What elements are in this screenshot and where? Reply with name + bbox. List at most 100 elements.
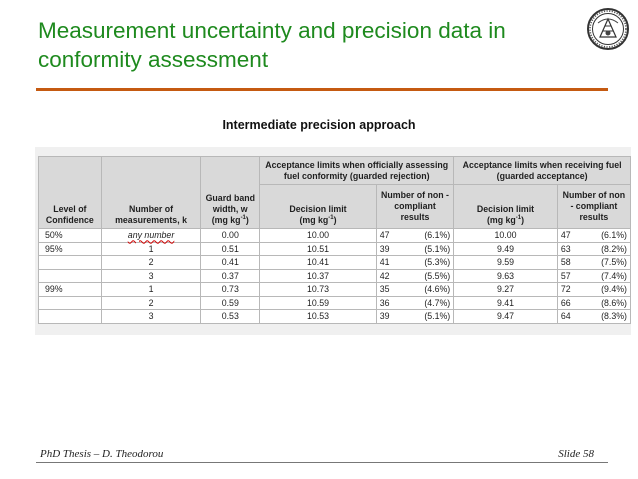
dl-rej-label: Decision limit — [289, 204, 347, 214]
cell-level — [38, 255, 102, 270]
cell-dl-rej: 10.37 — [259, 268, 377, 283]
cell-k: 1 — [100, 241, 202, 256]
dl-acc-unit: (mg kg — [486, 215, 516, 225]
cell-dl-acc: 9.47 — [453, 309, 558, 324]
header-decision-limit-rej: Decision limit (mg kg-1) — [259, 184, 377, 229]
cell-dl-acc: 9.63 — [453, 268, 558, 283]
cell-w: 0.00 — [200, 228, 261, 243]
cell-n-rej-count: 42 — [379, 270, 390, 281]
cell-level: 50% — [38, 228, 102, 243]
cell-n-acc: 63 (8.2%) — [556, 241, 631, 256]
cell-n-rej-count: 41 — [379, 257, 390, 268]
cell-w: 0.51 — [200, 241, 261, 256]
cell-level: 95% — [38, 241, 102, 256]
cell-n-rej: 35 (4.6%) — [375, 282, 455, 297]
cell-n-acc-pct: (8.3%) — [601, 311, 627, 322]
cell-n-acc: 72 (9.4%) — [556, 282, 631, 297]
cell-n-acc: 58 (7.5%) — [556, 255, 631, 270]
cell-w: 0.37 — [200, 268, 261, 283]
cell-n-rej: 41 (5.3%) — [375, 255, 455, 270]
cell-dl-acc: 9.59 — [453, 255, 558, 270]
cell-n-rej-count: 35 — [379, 284, 390, 295]
cell-level — [38, 295, 102, 310]
cell-n-rej-pct: (4.7%) — [424, 297, 451, 308]
title-divider — [36, 88, 608, 91]
dl-rej-sup: -1 — [328, 215, 334, 222]
cell-n-acc-count: 66 — [560, 297, 571, 308]
cell-k-text: any number — [127, 230, 175, 241]
header-guarded-rejection: Acceptance limits when officially assess… — [259, 156, 455, 185]
cell-n-rej: 42 (5.5%) — [375, 268, 455, 283]
cell-dl-acc: 9.49 — [453, 241, 558, 256]
cell-dl-rej: 10.00 — [259, 228, 377, 243]
table-row: 3 0.37 10.37 42 (5.5%) 9.63 57 (7.4%) — [38, 268, 631, 283]
header-guard-band: Guard band width, w (mg kg-1) — [200, 156, 261, 229]
cell-n-acc-pct: (8.6%) — [601, 297, 627, 308]
cell-k: 2 — [100, 295, 202, 310]
cell-w: 0.59 — [200, 295, 261, 310]
cell-n-acc-count: 58 — [560, 257, 571, 268]
header-guarded-acceptance: Acceptance limits when receiving fuel (g… — [453, 156, 631, 185]
footer-slide-number: Slide 58 — [558, 448, 594, 460]
dl-acc-close: ) — [521, 215, 525, 225]
cell-dl-rej: 10.59 — [259, 295, 377, 310]
cell-n-acc: 66 (8.6%) — [556, 295, 631, 310]
cell-n-acc-count: 63 — [560, 243, 571, 254]
dl-acc-label: Decision limit — [476, 204, 535, 214]
cell-n-acc-count: 57 — [560, 270, 571, 281]
guard-line1: Guard band — [205, 193, 255, 203]
cell-n-acc-pct: (6.1%) — [601, 230, 627, 241]
header-decision-limit-acc: Decision limit (mg kg-1) — [453, 184, 558, 229]
cell-n-rej-count: 47 — [379, 230, 390, 241]
cell-n-rej: 36 (4.7%) — [375, 295, 455, 310]
cell-n-acc-count: 47 — [560, 230, 571, 241]
cell-n-acc-pct: (7.4%) — [601, 270, 627, 281]
table-row: 99% 1 0.73 10.73 35 (4.6%) 9.27 72 (9.4%) — [38, 282, 631, 297]
cell-dl-acc: 9.41 — [453, 295, 558, 310]
cell-dl-rej: 10.73 — [259, 282, 377, 297]
cell-n-acc: 47 (6.1%) — [556, 228, 631, 243]
cell-n-acc-count: 72 — [560, 284, 571, 295]
header-noncompliant-acc: Number of non - compliant results — [556, 184, 631, 229]
cell-k: any number — [100, 228, 202, 243]
cell-n-rej: 39 (5.1%) — [375, 241, 455, 256]
cell-n-acc-pct: (9.4%) — [601, 284, 627, 295]
header-noncompliant-rej: Number of non - compliant results — [375, 184, 455, 229]
cell-n-rej-pct: (5.3%) — [424, 257, 451, 268]
cell-k: 3 — [100, 309, 202, 324]
cell-n-acc: 64 (8.3%) — [556, 309, 631, 324]
cell-n-rej-count: 39 — [379, 311, 390, 322]
cell-n-acc-count: 64 — [560, 311, 571, 322]
guard-unit-close: ) — [245, 215, 249, 225]
precision-table: Level of Confidence Number of measuremen… — [38, 156, 631, 324]
table-row: 95% 1 0.51 10.51 39 (5.1%) 9.49 63 (8.2%) — [38, 241, 631, 256]
dl-acc-sup: -1 — [515, 215, 522, 222]
cell-dl-rej: 10.53 — [259, 309, 377, 324]
table-row: 50% any number 0.00 10.00 47 (6.1%) 10.00… — [38, 228, 631, 243]
cell-dl-acc: 9.27 — [453, 282, 558, 297]
cell-k: 1 — [100, 282, 202, 297]
cell-n-acc-pct: (8.2%) — [601, 243, 627, 254]
guard-unit: (mg kg — [211, 215, 241, 225]
guard-line2: width, w — [212, 204, 248, 214]
table-row: 3 0.53 10.53 39 (5.1%) 9.47 64 (8.3%) — [38, 309, 631, 324]
cell-n-rej-count: 39 — [379, 243, 390, 254]
cell-level: 99% — [38, 282, 102, 297]
cell-w: 0.53 — [200, 309, 261, 324]
cell-dl-rej: 10.51 — [259, 241, 377, 256]
cell-n-rej-pct: (5.5%) — [424, 270, 451, 281]
cell-n-acc: 57 (7.4%) — [556, 268, 631, 283]
cell-w: 0.73 — [200, 282, 261, 297]
university-seal-icon — [587, 8, 629, 50]
dl-rej-unit: (mg kg — [299, 215, 329, 225]
cell-n-rej-pct: (4.6%) — [424, 284, 451, 295]
table-row: 2 0.59 10.59 36 (4.7%) 9.41 66 (8.6%) — [38, 295, 631, 310]
cell-level — [38, 309, 102, 324]
slide-title: Measurement uncertainty and precision da… — [38, 18, 506, 72]
cell-dl-rej: 10.41 — [259, 255, 377, 270]
table-caption: Intermediate precision approach — [222, 118, 416, 132]
cell-n-rej: 47 (6.1%) — [375, 228, 455, 243]
guard-unit-sup: -1 — [240, 215, 246, 222]
precision-table-image: Level of Confidence Number of measuremen… — [35, 147, 631, 335]
cell-level — [38, 268, 102, 283]
